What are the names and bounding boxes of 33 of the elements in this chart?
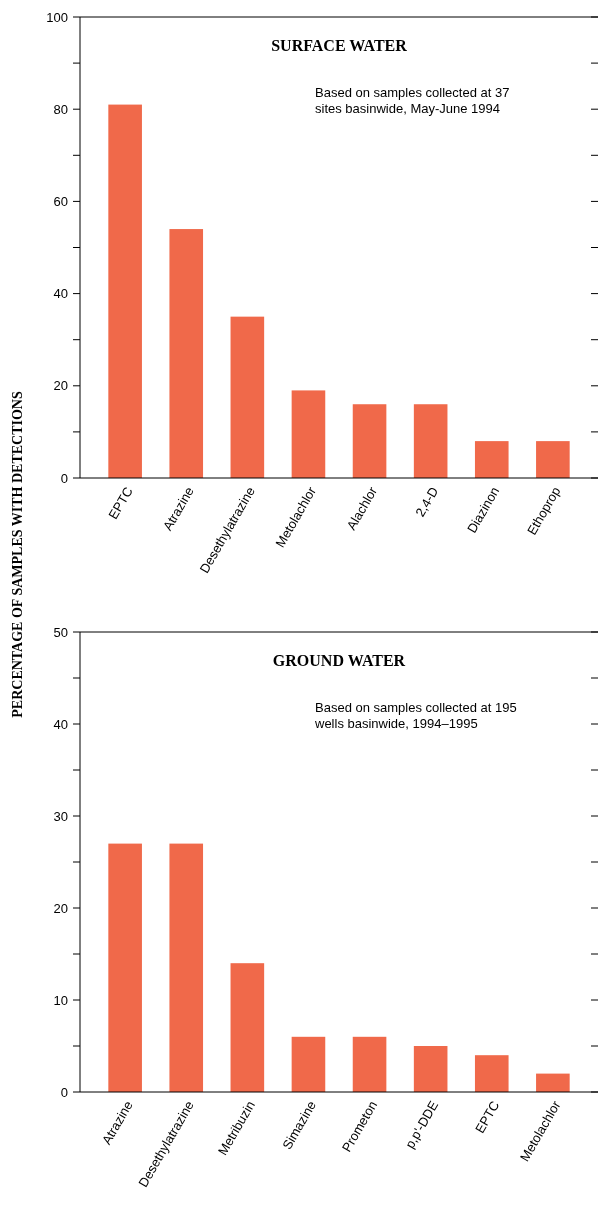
- bar: [291, 1036, 326, 1092]
- y-tick-label: 0: [60, 1084, 68, 1100]
- bar: [474, 1055, 509, 1092]
- y-tick-label: 60: [53, 193, 68, 209]
- annotation: Based on samples collected at 195 wells basinwide, 1994–1995: [314, 700, 517, 731]
- y-tick-label: 80: [53, 101, 68, 117]
- bar: [108, 843, 142, 1092]
- annotation: Based on samples collected at 37 sites basinwide, May-June 1994: [315, 85, 510, 116]
- bar: [169, 843, 204, 1092]
- y-tick-label: 20: [53, 378, 68, 394]
- text: GROUND WATER: [272, 652, 406, 669]
- bar: [230, 963, 265, 1092]
- bar: [108, 104, 142, 478]
- y-axis-title: PERCENTAGE OF SAMPLES WITH DETECTIONS: [10, 391, 25, 718]
- y-tick-label: 40: [53, 716, 68, 732]
- y-tick-label: 20: [53, 900, 68, 916]
- bar: [352, 404, 387, 478]
- bar: [291, 390, 326, 478]
- text: SURFACE WATER: [271, 37, 408, 54]
- y-tick-label: 100: [46, 9, 68, 25]
- bar: [474, 441, 509, 478]
- bar: [536, 1073, 570, 1092]
- y-tick-label: 10: [53, 992, 68, 1008]
- y-tick-label: 30: [53, 808, 68, 824]
- bar: [413, 1046, 448, 1092]
- y-tick-label: 0: [60, 470, 68, 486]
- bar: [413, 404, 448, 478]
- bar: [352, 1036, 387, 1092]
- y-tick-label: 50: [53, 624, 68, 640]
- bar: [169, 229, 204, 478]
- bar: [230, 316, 265, 478]
- bar: [536, 441, 570, 478]
- y-tick-label: 40: [53, 286, 68, 302]
